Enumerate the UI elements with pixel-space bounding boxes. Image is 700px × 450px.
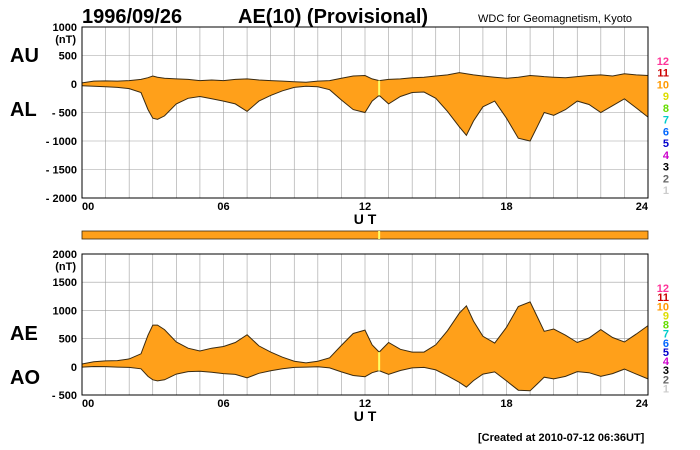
station-number-label: 9 bbox=[663, 310, 669, 322]
x-tick-label: 18 bbox=[500, 398, 512, 410]
created-timestamp: [Created at 2010-07-12 06:36UT] bbox=[478, 432, 645, 444]
station-number-label: 12 bbox=[657, 56, 669, 68]
station-number-label: 3 bbox=[663, 162, 669, 174]
y-tick-label: 500 bbox=[59, 334, 77, 346]
series-label: AL bbox=[10, 99, 37, 121]
x-tick-label: 24 bbox=[636, 201, 649, 213]
y-tick-label: 500 bbox=[59, 51, 77, 63]
index-range-area bbox=[82, 301, 648, 391]
station-number-label: 1 bbox=[663, 185, 669, 197]
x-tick-label: 18 bbox=[500, 201, 512, 213]
station-number-label: 10 bbox=[657, 301, 669, 313]
ae-ao-panel: 2000 1500 1000 500 0 - 500 (nT) 00 06 12 18 24 U T AE… bbox=[10, 249, 649, 424]
upper-series-line bbox=[81, 72, 649, 84]
y-tick-label: - 1000 bbox=[46, 136, 77, 148]
y-tick-label: - 500 bbox=[52, 390, 77, 402]
station-number-label: 3 bbox=[663, 365, 669, 377]
station-number-label: 7 bbox=[663, 329, 669, 341]
station-number-label: 7 bbox=[663, 115, 669, 127]
y-unit-label: (nT) bbox=[55, 261, 76, 273]
station-number-label: 6 bbox=[663, 126, 669, 138]
y-tick-label: - 500 bbox=[52, 108, 77, 120]
series-label: AE bbox=[10, 323, 38, 345]
station-number-label: 11 bbox=[657, 292, 669, 304]
series-label: AU bbox=[10, 45, 39, 67]
station-number-label: 8 bbox=[663, 320, 669, 332]
x-tick-label: 00 bbox=[82, 398, 94, 410]
index-range-area bbox=[82, 72, 648, 141]
x-tick-label: 12 bbox=[359, 398, 371, 410]
y-tick-label: 0 bbox=[71, 79, 77, 91]
station-number-label: 10 bbox=[657, 79, 669, 91]
station-number-label: 4 bbox=[663, 150, 670, 162]
station-number-label: 8 bbox=[663, 103, 669, 115]
upper-series-line bbox=[81, 301, 649, 365]
lower-series-line bbox=[81, 85, 649, 142]
separator-bar bbox=[81, 230, 649, 240]
y-tick-label: 2000 bbox=[53, 249, 77, 261]
au-al-panel: 1000 500 0 - 500 - 1000 - 1500 - 2000 (nT) 00 06 1… bbox=[10, 22, 649, 227]
y-tick-label: - 2000 bbox=[46, 193, 77, 205]
y-tick-label: 0 bbox=[71, 362, 77, 374]
x-tick-label: 12 bbox=[359, 201, 371, 213]
y-unit-label: (nT) bbox=[55, 34, 76, 46]
station-number-label: 1 bbox=[663, 383, 669, 395]
station-number-label: 5 bbox=[663, 138, 669, 150]
lower-series-line bbox=[81, 365, 649, 392]
y-tick-label: 1500 bbox=[53, 277, 77, 289]
y-tick-label: 1000 bbox=[53, 305, 77, 317]
station-number-label: 2 bbox=[663, 374, 669, 386]
x-axis-label: U T bbox=[354, 408, 377, 424]
station-number-label: 2 bbox=[663, 173, 669, 185]
x-tick-label: 24 bbox=[636, 398, 649, 410]
station-number-label: 11 bbox=[657, 68, 669, 80]
station-number-label: 12 bbox=[657, 283, 669, 295]
x-tick-label: 06 bbox=[217, 398, 229, 410]
index-title: AE(10) (Provisional) bbox=[238, 6, 428, 28]
station-number-label: 9 bbox=[663, 91, 669, 103]
station-number-label: 5 bbox=[663, 347, 669, 359]
station-number-label: 6 bbox=[663, 338, 669, 350]
date-label: 1996/09/26 bbox=[82, 6, 182, 28]
x-tick-label: 06 bbox=[217, 201, 229, 213]
x-axis-label: U T bbox=[354, 211, 377, 227]
x-tick-label: 00 bbox=[82, 201, 94, 213]
y-tick-label: - 1500 bbox=[46, 165, 77, 177]
source-label: WDC for Geomagnetism, Kyoto bbox=[478, 13, 632, 25]
plot-frame bbox=[81, 26, 649, 199]
station-number-label: 4 bbox=[663, 356, 670, 368]
y-tick-label: 1000 bbox=[53, 22, 77, 34]
plot-frame bbox=[81, 253, 649, 396]
series-label: AO bbox=[10, 367, 40, 389]
